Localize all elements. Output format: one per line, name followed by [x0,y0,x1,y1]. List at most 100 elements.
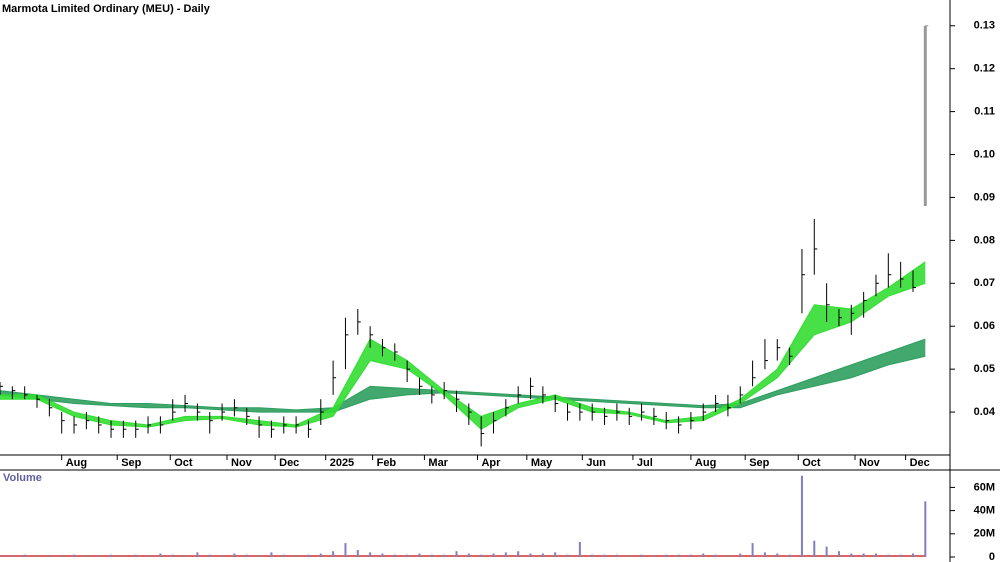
y-tick-label: 20M [974,528,995,540]
x-tick-label: Nov [859,457,881,469]
volume-bar [800,475,803,557]
x-tick-label: Nov [231,457,253,469]
volume-bar [702,553,705,557]
volume-bar [97,555,100,557]
volume-bar [406,554,409,557]
y-tick-label: 0.07 [974,277,995,289]
volume-bar [208,554,211,557]
volume-bar [159,553,162,557]
y-tick-label: 60M [974,481,995,493]
volume-bar [171,554,174,557]
volume-bar [615,554,618,557]
y-tick-label: 0.06 [974,320,995,332]
y-tick-label: 0.12 [974,63,995,75]
y-tick-label: 40M [974,505,995,517]
volume-bar [480,554,483,557]
y-tick-label: 0.05 [974,363,995,375]
volume-bar [270,552,273,557]
volume-bar [665,554,668,557]
x-tick-label: Sep [749,457,769,469]
volume-bar [628,555,631,557]
ma-lower [0,355,926,413]
volume-bar [85,555,88,557]
y-tick-label: 0.08 [974,234,995,246]
volume-bar [393,554,396,557]
volume-bar [443,554,446,557]
y-tick-label: 0.11 [974,106,995,118]
x-tick-label: 2025 [330,457,354,469]
volume-bar [307,554,310,557]
x-tick-label: Jul [637,457,653,469]
volume-bar [850,553,853,557]
volume-bar [430,554,433,557]
ma-lower [0,282,926,430]
volume-bar [110,554,113,557]
x-tick-label: Feb [377,457,397,469]
y-tick-label: 0.09 [974,191,995,203]
volume-bar [344,543,347,557]
volume-bar [418,553,421,557]
volume-bar [517,551,520,557]
volume-bar [23,554,26,557]
volume-bar [874,553,877,557]
volume-bar [73,554,76,557]
volume-bar [739,553,742,557]
x-tick-label: Apr [481,457,501,469]
volume-bar [196,552,199,557]
x-tick-label: May [531,457,553,469]
volume-bar [356,550,359,557]
volume-bar [258,555,261,557]
volume-bar [578,541,581,557]
volume-bar [813,540,816,557]
volume-bar [467,553,470,557]
x-tick-label: Dec [279,457,299,469]
volume-bar [689,554,692,557]
volume-bar [763,552,766,557]
volume-bar [147,555,150,557]
volume-bar [640,554,643,557]
volume-bar [0,555,1,557]
volume-bar [554,552,557,557]
volume-bar [122,555,125,557]
y-tick-label: 0 [989,551,995,562]
volume-bar [319,553,322,557]
volume-bar [529,553,532,557]
volume-bar [541,553,544,557]
volume-bar [233,553,236,557]
y-tick-label: 0.13 [974,20,995,32]
volume-bar [911,553,914,557]
volume-bar [184,555,187,557]
volume-bar [566,554,569,557]
volume-bar [887,554,890,557]
volume-bar [677,554,680,557]
x-tick-label: Mar [428,457,448,469]
volume-bar [369,552,372,557]
volume-bar [924,501,927,557]
volume-bar [788,554,791,557]
x-tick-label: Aug [66,457,87,469]
x-tick-label: Aug [695,457,716,469]
volume-bar [862,553,865,557]
volume-bar [245,554,248,557]
x-tick-label: Sep [121,457,141,469]
volume-bar [825,546,828,557]
volume-bar [591,554,594,557]
volume-bar [899,554,902,557]
volume-bar [492,553,495,557]
x-tick-label: Jun [586,457,606,469]
volume-bar [776,553,779,557]
volume-bar [282,554,285,557]
volume-bar [455,551,458,557]
volume-bar [332,551,335,557]
x-tick-label: Dec [910,457,930,469]
volume-bar [726,555,729,557]
volume-bar [652,555,655,557]
chart-title: Marmota Limited Ordinary (MEU) - Daily [2,3,211,15]
ma-upper [0,261,926,426]
x-tick-label: Oct [174,457,193,469]
volume-bar [221,555,224,557]
volume-bar [751,543,754,557]
volume-bar [134,554,137,557]
volume-bar [504,552,507,557]
